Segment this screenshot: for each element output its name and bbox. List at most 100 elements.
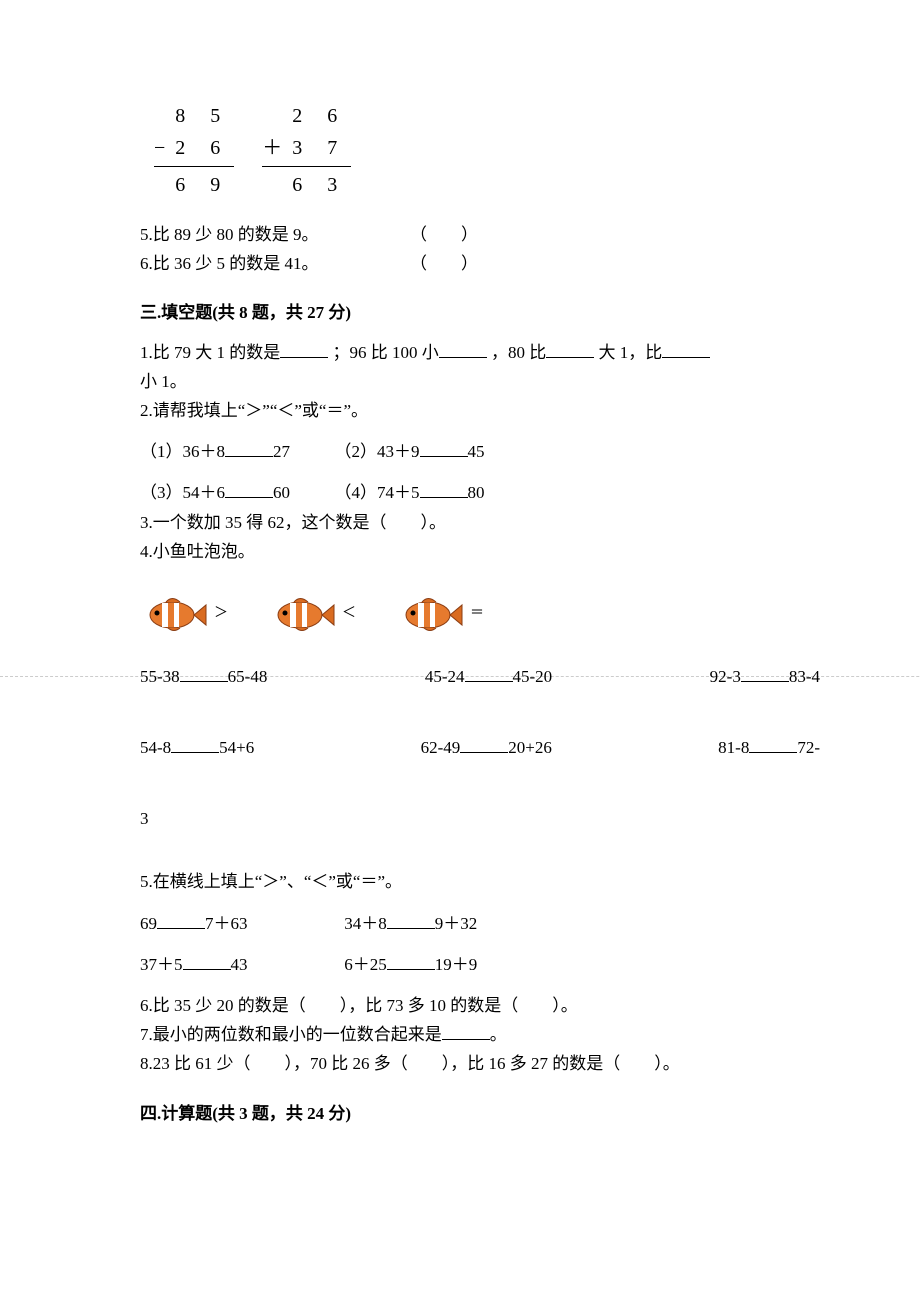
blank [225, 481, 273, 498]
cmp-cell: 45-24 45-20 [425, 663, 552, 690]
fish-icon [396, 593, 466, 635]
q3-3: 3.一个数加 35 得 62，这个数是（ ）。 [140, 509, 800, 536]
cmp-b: 45-20 [513, 667, 553, 686]
blank [460, 736, 508, 753]
q3-5-pair: 6＋2519＋9 [344, 955, 477, 974]
page: 8 5 −2 6 6 9 2 6 ＋3 7 6 3 5.比 89 少 80 的数… [0, 0, 920, 1199]
q3-2-2b: 45 [468, 442, 485, 461]
q3-7-tail: 。 [490, 1025, 507, 1044]
blank [442, 1023, 490, 1040]
cmp-a: 45-24 [425, 667, 465, 686]
q3-5-row1: 69 7＋63 34＋8 9＋32 [140, 910, 800, 937]
arith-result: 6 3 [262, 166, 351, 201]
fish-icon [268, 593, 338, 635]
q3-5-pair: 69 7＋63 [140, 910, 340, 937]
arith-top: 2 6 [262, 100, 351, 132]
compare-row-1: 55-38 65-48 45-24 45-20 92-3 83-4 [140, 663, 820, 690]
cmp-cell: 81-8 72- [718, 734, 820, 761]
tf-text: 6.比 36 少 5 的数是 41。 [140, 250, 410, 277]
q3-2-2a: （2）43＋9 [335, 442, 420, 461]
arithmetic-problem-2: 2 6 ＋3 7 6 3 [262, 100, 351, 201]
section-4-heading: 四.计算题(共 3 题，共 24 分) [140, 1100, 800, 1127]
blank [180, 665, 228, 682]
q3-1-text-c: ，80 比 [491, 343, 546, 362]
q3-2: 2.请帮我填上“＞”“＜”或“＝”。 [140, 397, 800, 424]
cmp-a: 92-3 [710, 667, 741, 686]
arith-op: −2 6 [154, 132, 234, 164]
tf-text: 5.比 89 少 80 的数是 9。 [140, 221, 410, 248]
q3-2-3a: （3）54＋6 [140, 483, 225, 502]
pa: 34＋8 [344, 914, 387, 933]
cmp-b: 83-4 [789, 667, 820, 686]
cmp-b: 54+6 [219, 738, 254, 757]
blank [546, 341, 594, 358]
blank [387, 912, 435, 929]
cmp-a: 81-8 [718, 738, 749, 757]
section-3-heading: 三.填空题(共 8 题，共 27 分) [140, 299, 800, 326]
tf-question-6: 6.比 36 少 5 的数是 41。 （ ） [140, 250, 800, 277]
cmp-cell: 54-8 54+6 [140, 734, 254, 761]
q3-1-text-a: 1.比 79 大 1 的数是 [140, 343, 280, 362]
q3-2-3b: 60 [273, 483, 290, 502]
cmp-cell: 92-3 83-4 [710, 663, 820, 690]
fish-gt: ＞ [140, 593, 228, 635]
q3-5-row2: 37＋543 6＋2519＋9 [140, 951, 800, 978]
blank [387, 953, 435, 970]
cmp-a: 55-38 [140, 667, 180, 686]
fish-legend: ＞ ＜ ＝ [140, 593, 800, 635]
q3-2-4b: 80 [468, 483, 485, 502]
blank [183, 953, 231, 970]
q3-2-row1: （1）36＋8 27 （2）43＋9 45 [140, 438, 800, 465]
q3-2-1a: （1）36＋8 [140, 442, 225, 461]
q3-2-row2: （3）54＋6 60 （4）74＋5 80 [140, 479, 800, 506]
blank [280, 341, 328, 358]
fish-symbol-lt: ＜ [342, 603, 356, 625]
arith-top: 8 5 [154, 100, 234, 132]
pb: 9＋32 [435, 914, 478, 933]
q3-2-4a: （4）74＋5 [335, 483, 420, 502]
cmp-a: 62-49 [421, 738, 461, 757]
q3-2-1b: 27 [273, 442, 290, 461]
q3-5-pair: 34＋8 9＋32 [344, 914, 477, 933]
pb: 7＋63 [205, 914, 248, 933]
cmp-b: 20+26 [508, 738, 552, 757]
cmp-a: 54-8 [140, 738, 171, 757]
fish-lt: ＜ [268, 593, 356, 635]
q3-1: 1.比 79 大 1 的数是 ；96 比 100 小 ，80 比 大 1，比 [140, 339, 800, 366]
fish-symbol-gt: ＞ [214, 603, 228, 625]
q3-1-text-b: ；96 比 100 小 [333, 343, 439, 362]
fish-eq: ＝ [396, 593, 484, 635]
cmp-cell: 55-38 65-48 [140, 663, 267, 690]
blank [420, 481, 468, 498]
blank [749, 736, 797, 753]
compare-row-2-tail: 3 [140, 805, 800, 832]
compare-row-2: 54-8 54+6 62-49 20+26 81-8 72- [140, 734, 820, 761]
arithmetic-problem-1: 8 5 −2 6 6 9 [154, 100, 234, 201]
q3-7-text: 7.最小的两位数和最小的一位数合起来是 [140, 1025, 442, 1044]
blank [741, 665, 789, 682]
q3-4: 4.小鱼吐泡泡。 [140, 538, 800, 565]
blank [439, 341, 487, 358]
pb: 19＋9 [435, 955, 478, 974]
q3-7: 7.最小的两位数和最小的一位数合起来是 。 [140, 1021, 800, 1048]
q3-5: 5.在横线上填上“＞”、“＜”或“＝”。 [140, 868, 800, 895]
blank [662, 341, 710, 358]
blank [157, 912, 205, 929]
pa: 37＋5 [140, 955, 183, 974]
q3-6: 6.比 35 少 20 的数是（ ），比 73 多 10 的数是（ ）。 [140, 992, 800, 1019]
q3-1-text-d: 大 1，比 [599, 343, 663, 362]
cmp-b: 72- [797, 738, 820, 757]
arith-op: ＋3 7 [262, 132, 351, 164]
arith-result: 6 9 [154, 166, 234, 201]
vertical-arithmetic-group: 8 5 −2 6 6 9 2 6 ＋3 7 6 3 [154, 100, 800, 201]
blank [465, 665, 513, 682]
blank [225, 440, 273, 457]
cmp-cell: 62-49 20+26 [421, 734, 552, 761]
q3-1-line2: 小 1。 [140, 368, 800, 395]
fish-symbol-eq: ＝ [470, 603, 484, 625]
cmp-b: 65-48 [228, 667, 268, 686]
pa: 69 [140, 914, 157, 933]
blank [171, 736, 219, 753]
tf-paren: （ ） [410, 221, 478, 248]
tf-paren: （ ） [410, 250, 478, 277]
